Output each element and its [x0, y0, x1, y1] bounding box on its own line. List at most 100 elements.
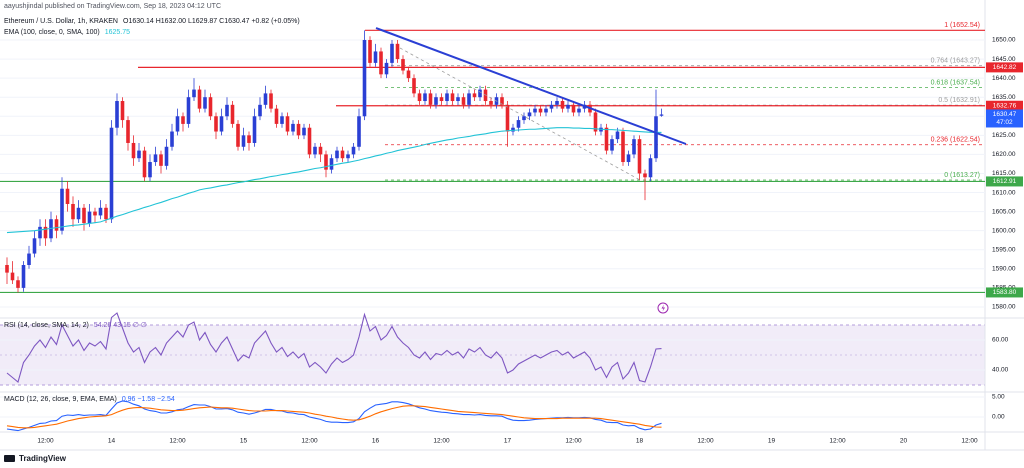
candle-body	[362, 40, 367, 117]
price-tag	[986, 62, 1023, 73]
candle-body	[654, 116, 658, 159]
candle-body	[643, 173, 647, 178]
x-tick-label: 12:00	[697, 438, 714, 445]
y-tick-label: 0.00	[992, 414, 1005, 421]
macd-values: 0.96 −1.58 −2.54	[122, 396, 175, 403]
overlay: aayushjindal published on TradingView.co…	[4, 3, 687, 463]
candle-body	[412, 78, 416, 94]
candle-body	[109, 127, 114, 220]
candle-body	[274, 108, 279, 124]
y-tick-label: 1625.00	[992, 132, 1016, 139]
candle-body	[137, 150, 141, 159]
candle-body	[505, 104, 510, 132]
candle-body	[571, 104, 576, 113]
candle-body	[516, 120, 521, 128]
x-tick-label: 18	[636, 438, 644, 445]
candle-body	[472, 93, 477, 98]
candle-body	[76, 207, 81, 220]
last-price-tag	[986, 109, 1023, 128]
x-tick-label: 17	[504, 438, 512, 445]
candle-body	[368, 40, 372, 63]
candle-body	[632, 139, 636, 155]
price-tag-label: 1612.91	[993, 178, 1017, 185]
candle-body	[478, 89, 482, 98]
candle-body	[417, 93, 422, 102]
candle-body	[93, 211, 97, 216]
y-tick-label: 1610.00	[992, 189, 1016, 196]
y-tick-label: 1595.00	[992, 246, 1016, 253]
fib-label: 0.618 (1637.54)	[931, 79, 980, 86]
candle-body	[192, 89, 196, 98]
candle-body	[21, 264, 26, 288]
candle-body	[269, 93, 273, 109]
candle-body	[159, 154, 163, 166]
last-price-label: 1630.47	[993, 111, 1017, 118]
y-tick-label: 1640.00	[992, 75, 1016, 82]
candle-body	[511, 127, 515, 132]
y-tick-label: 1590.00	[992, 266, 1016, 273]
x-tick-label: 12:00	[301, 438, 318, 445]
y-tick-label: 1580.00	[992, 304, 1016, 311]
candle-body	[401, 59, 405, 71]
event-icon-bolt	[661, 304, 665, 312]
candle-body	[280, 116, 284, 124]
candle-body	[604, 127, 609, 151]
candle-body	[104, 207, 108, 220]
candle-body	[351, 146, 356, 155]
x-tick-label: 12:00	[961, 438, 978, 445]
candle-body	[467, 93, 471, 105]
candle-body	[54, 219, 59, 231]
candle-body	[456, 97, 460, 102]
fib-label: 1 (1652.54)	[944, 22, 980, 29]
y-tick-label: 1600.00	[992, 227, 1016, 234]
y-tick-label: 1605.00	[992, 208, 1016, 215]
x-tick-label: 19	[768, 438, 776, 445]
fib-label: 0 (1613.27)	[944, 172, 980, 179]
ema-legend: EMA (100, close, 0, SMA, 100)	[4, 29, 100, 36]
candle-body	[445, 93, 449, 102]
candle-body	[544, 108, 548, 113]
candle-body	[65, 188, 70, 204]
candle-body	[577, 108, 581, 113]
candle-body	[164, 146, 169, 166]
candle-body	[500, 97, 504, 105]
candle-body	[258, 104, 262, 117]
candle-body	[170, 131, 174, 147]
candle-body	[659, 114, 664, 116]
y-tick-label: 1645.00	[992, 56, 1016, 63]
candle-body	[27, 253, 31, 265]
price-tag-label: 1583.80	[993, 289, 1017, 296]
x-tick-label: 16	[372, 438, 380, 445]
x-tick-label: 15	[240, 438, 248, 445]
candle-body	[434, 97, 438, 105]
price-tag	[986, 176, 1023, 187]
candle-body	[560, 101, 565, 109]
candle-body	[329, 158, 334, 170]
candle-body	[126, 120, 130, 143]
candle-body	[637, 139, 642, 174]
candle-body	[5, 264, 9, 273]
candle-body	[395, 43, 400, 60]
x-tick-label: 20	[900, 438, 908, 445]
candle-body	[142, 150, 147, 178]
candle-body	[87, 211, 92, 224]
candle-body	[615, 131, 620, 140]
x-tick-label: 12:00	[169, 438, 186, 445]
candle-body	[10, 272, 15, 281]
candle-body	[247, 135, 251, 143]
candle-body	[186, 97, 191, 124]
candle-body	[115, 101, 119, 128]
candle-body	[214, 116, 218, 132]
candle-body	[307, 127, 312, 155]
candle-body	[527, 112, 532, 117]
candle-body	[241, 135, 246, 147]
series-line	[6, 312, 662, 383]
candle-body	[324, 154, 328, 170]
plot-layer: 12:00 14 12:00 15 12:00 16 12:00 17 12:00 18 12:00…	[0, 22, 1023, 445]
chart-title: Ethereum / U.S. Dollar, 1h, KRAKEN	[4, 18, 118, 25]
candle-body	[16, 280, 20, 288]
price-tag	[986, 100, 1023, 111]
candle-body	[357, 116, 361, 147]
